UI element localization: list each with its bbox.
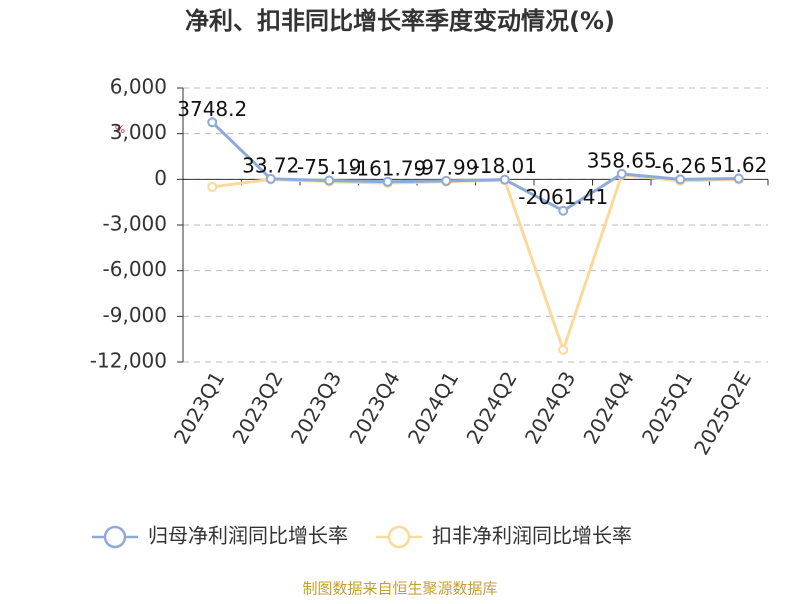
legend-label: 扣非净利润同比增长率	[432, 524, 632, 548]
x-tick-label: 2023Q4	[344, 367, 404, 448]
point	[499, 174, 510, 185]
point	[441, 175, 452, 186]
chart-title: 净利、扣非同比增长率季度变动情况(%)	[185, 7, 615, 35]
legend-marker	[103, 525, 127, 549]
data-label: -6.26	[654, 154, 706, 178]
series-line	[211, 121, 739, 213]
point	[558, 205, 569, 216]
y-unit: %	[115, 123, 125, 136]
point	[207, 117, 218, 128]
point	[733, 173, 744, 184]
data-label: 3748.2	[177, 97, 247, 121]
series-line	[212, 173, 739, 355]
x-tick-label: 2025Q1	[637, 367, 697, 448]
y-tick-label: 6,000	[110, 75, 167, 99]
x-tick-label: 2025Q2E	[689, 367, 756, 459]
x-tick-label: 2023Q2	[227, 367, 287, 448]
x-tick-label: 2024Q1	[403, 367, 463, 448]
data-label: -161.79	[349, 156, 426, 180]
point	[616, 168, 627, 179]
legend-marker	[387, 525, 411, 549]
data-label: -2061.41	[518, 185, 608, 209]
point	[207, 181, 218, 192]
y-tick-label: 0	[154, 166, 167, 190]
data-label: 358.65	[587, 148, 657, 172]
data-label: -97.99	[414, 155, 478, 179]
x-tick-label: 2024Q3	[520, 367, 580, 448]
point	[324, 175, 335, 186]
x-tick-label: 2024Q4	[578, 367, 638, 448]
y-tick-label: -9,000	[103, 303, 167, 327]
data-label: 33.72	[242, 153, 299, 177]
data-label: 51.62	[710, 153, 767, 177]
point	[558, 344, 569, 355]
data-label: -18.01	[473, 154, 537, 178]
x-tick-label: 2023Q1	[169, 367, 229, 448]
point	[382, 176, 393, 187]
y-tick-label: -3,000	[103, 212, 167, 236]
data-label: -75.19	[297, 155, 361, 179]
legend-label: 归母净利润同比增长率	[148, 524, 348, 548]
y-tick-label: -12,000	[90, 349, 167, 373]
point	[265, 173, 276, 184]
point	[675, 174, 686, 185]
y-tick-label: 3,000	[110, 120, 167, 144]
x-tick-label: 2023Q3	[286, 367, 346, 448]
source-note: 制图数据来自恒生聚源数据库	[302, 580, 497, 598]
x-tick-label: 2024Q2	[461, 367, 521, 448]
y-tick-label: -6,000	[103, 257, 167, 281]
